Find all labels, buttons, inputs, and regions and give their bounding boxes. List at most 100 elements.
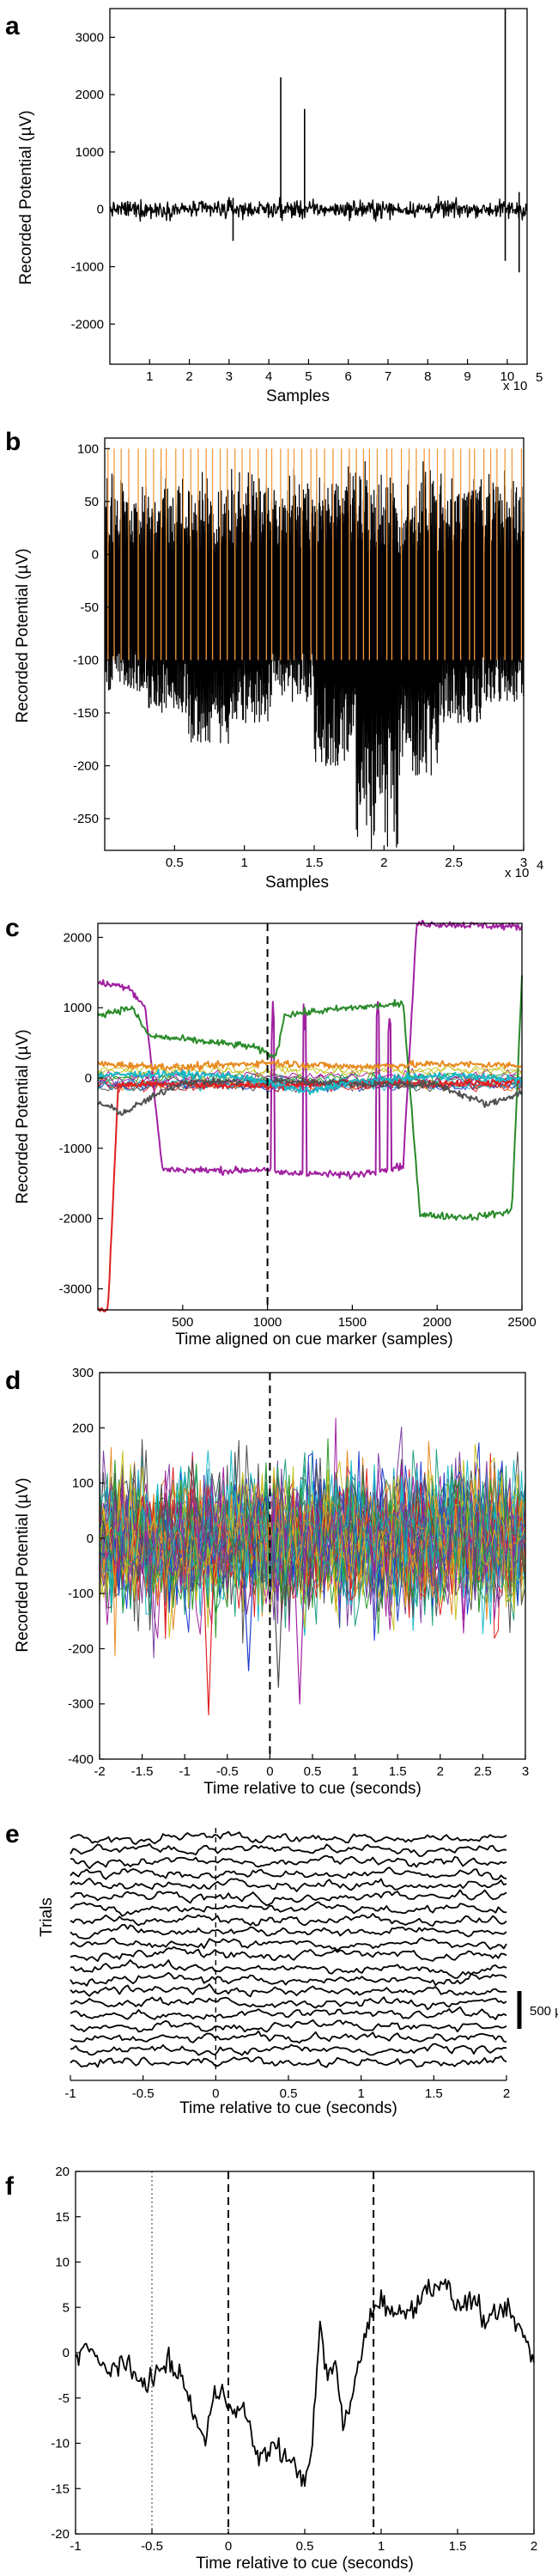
- panel-e-trial-trace: [70, 1983, 507, 1998]
- panel-b-ylabel: Recorded Potential (µV): [14, 548, 32, 722]
- panel-c-xtick-label: 1000: [253, 1315, 282, 1330]
- panel-f-ytick-label: -15: [51, 2482, 70, 2496]
- panel-d-extreme-dip: [272, 1560, 284, 1689]
- panel-b-ytick-label: -200: [73, 759, 99, 774]
- panel-e-trial-trace: [70, 1946, 507, 1963]
- panel-a-axes-box: [109, 8, 528, 365]
- panel-b-xtick-label: 2: [380, 856, 387, 870]
- panel-e-xtick-label: 1.5: [425, 2086, 443, 2101]
- panel-b-exponent: x 10: [505, 866, 529, 880]
- panel-e-trial-trace: [70, 1937, 507, 1952]
- panel-a-ylabel: Recorded Potential (µV): [17, 110, 35, 284]
- panel-d-xtick-label: 1.5: [389, 1764, 407, 1779]
- panel-c-xtick-label: 500: [172, 1315, 193, 1330]
- panel-e: e -1 -0.5 0 0.5 1 1.5 2 Trials Time relative to c…: [5, 1820, 558, 2117]
- panel-e-trial-trace: [70, 1913, 507, 1927]
- panel-f-ytick-label: 15: [55, 2210, 70, 2225]
- panel-c-xtick-label: 2500: [507, 1315, 536, 1330]
- panel-e-xtick-label: -0.5: [132, 2086, 155, 2101]
- panel-e-trial-trace: [70, 1901, 507, 1917]
- panel-letter-b: b: [5, 428, 21, 456]
- panel-b-xtick-label: 3: [520, 856, 527, 870]
- panel-e-trial-trace: [70, 1959, 507, 1979]
- panel-e-trial-trace: [70, 2055, 507, 2068]
- panel-c-ylabel: Recorded Potential (µV): [14, 1029, 32, 1203]
- panel-e-trial-trace: [70, 2043, 507, 2056]
- panel-d-xtick-label: 1: [351, 1764, 358, 1779]
- panel-a-exponent-power: 5: [536, 370, 543, 385]
- panel-c-axes-box: [97, 923, 523, 1311]
- panel-f-xtick-label: 1: [378, 2539, 385, 2554]
- panel-d-trial-trace: [99, 1444, 526, 1638]
- panel-d: d 300 200 100 0 -100 -200 -300 -400-2 -1.5 -1 -0.5 0…: [5, 1366, 529, 1798]
- panel-f-ytick-label: 5: [63, 2300, 70, 2315]
- panel-d-xtick-label: -1: [179, 1764, 191, 1779]
- panel-f-ytick-label: -5: [58, 2391, 70, 2406]
- panel-a-xtick-label: 5: [305, 369, 312, 384]
- panel-d-ytick-label: -100: [68, 1586, 94, 1601]
- panel-e-xtick-label: 2: [503, 2086, 510, 2101]
- panel-b-exponent-power: 4: [537, 858, 543, 873]
- panel-c: c 2000 1000 0 -1000 -2000 -3000 500 1000 1500 2000…: [5, 914, 537, 1349]
- panel-b-ytick-label: 0: [92, 547, 99, 562]
- panel-c-series-red: [97, 1077, 523, 1312]
- panel-f-ytick-label: -10: [51, 2437, 70, 2451]
- panel-c-ytick-label: 1000: [64, 1001, 92, 1015]
- panel-d-xtick-label: 2: [437, 1764, 444, 1779]
- panel-d-extreme-dip: [203, 1560, 215, 1716]
- panel-d-xtick-label: 3: [522, 1764, 529, 1779]
- panel-c-series-magenta: [97, 919, 523, 1180]
- panel-f-ytick-label: 10: [55, 2256, 70, 2270]
- panel-c-xtick-label: 1500: [338, 1315, 367, 1330]
- panel-d-trial-trace: [99, 1477, 526, 1599]
- panel-a-series-raw-signal: [109, 195, 528, 222]
- panel-b-ytick-label: 50: [84, 495, 99, 509]
- panel-d-xtick-label: -1.5: [131, 1764, 154, 1779]
- panel-a: a 3000 2000 1000 0 -1000 -2000 1 2 3 4 5 6 7 8 9 10 Recor…: [5, 8, 543, 405]
- panel-e-trial-trace: [70, 2019, 507, 2033]
- panel-e-trial-trace: [70, 1854, 507, 1870]
- panel-c-series-orange: [97, 1059, 523, 1072]
- panel-letter-e: e: [5, 1820, 20, 1848]
- panel-b-xtick-label: 0.5: [166, 856, 184, 870]
- panel-a-xlabel: Samples: [266, 387, 330, 405]
- panel-a-xtick-label: 3: [226, 369, 233, 384]
- panel-e-trial-trace: [70, 1842, 507, 1857]
- panel-e-trial-trace: [70, 1867, 507, 1880]
- panel-b-ytick-label: -50: [80, 600, 99, 615]
- panel-e-scale-bar-label: 500 µV: [530, 2004, 558, 2019]
- panel-a-ytick-label: 1000: [76, 145, 104, 160]
- panel-b-xtick-label: 1.5: [306, 856, 324, 870]
- panel-e-xtick-label: 0: [212, 2086, 219, 2101]
- panel-e-xtick-label: -1: [64, 2086, 76, 2101]
- panel-e-xtick-label: 0.5: [280, 2086, 298, 2101]
- panel-f-ytick-label: -20: [51, 2527, 70, 2542]
- panel-a-ytick-label: -2000: [71, 317, 104, 332]
- panel-e-trial-trace: [70, 1971, 507, 1987]
- panel-f-ytick-label: 0: [63, 2346, 70, 2360]
- panel-e-trial-trace: [70, 1889, 507, 1907]
- panel-a-ytick-label: 0: [97, 203, 104, 217]
- panel-f-xtick-label: 2: [531, 2539, 537, 2554]
- panel-a-xtick-label: 8: [424, 369, 431, 384]
- panel-b-series-signal: [104, 460, 525, 850]
- panel-a-xtick-label: 10: [500, 369, 515, 384]
- panel-b-ytick-label: 100: [77, 442, 99, 456]
- panel-d-xtick-label: -2: [94, 1764, 105, 1779]
- panel-e-ylabel: Trials: [38, 1897, 56, 1937]
- panel-c-background-trace: [97, 1063, 523, 1077]
- panel-d-xtick-label: -0.5: [216, 1764, 239, 1779]
- panel-b-ytick-label: -100: [73, 653, 99, 667]
- panel-b-ytick-label: -150: [73, 706, 99, 721]
- panel-e-trial-trace: [70, 1996, 507, 2011]
- panel-c-ytick-label: -1000: [59, 1142, 92, 1156]
- panel-d-ytick-label: -300: [68, 1697, 94, 1712]
- panel-letter-d: d: [5, 1367, 21, 1395]
- panel-b: b 100 50 0 -50 -100 -150 -200 -250 0.5 1 1.5 2 2.5 3 Re…: [5, 428, 543, 892]
- panel-c-ytick-label: 0: [85, 1071, 92, 1086]
- panel-a-xtick-label: 4: [265, 369, 272, 384]
- panel-c-ytick-label: -3000: [59, 1282, 92, 1296]
- panel-a-ytick-label: 3000: [76, 30, 104, 45]
- panel-e-xlabel: Time relative to cue (seconds): [179, 2099, 397, 2117]
